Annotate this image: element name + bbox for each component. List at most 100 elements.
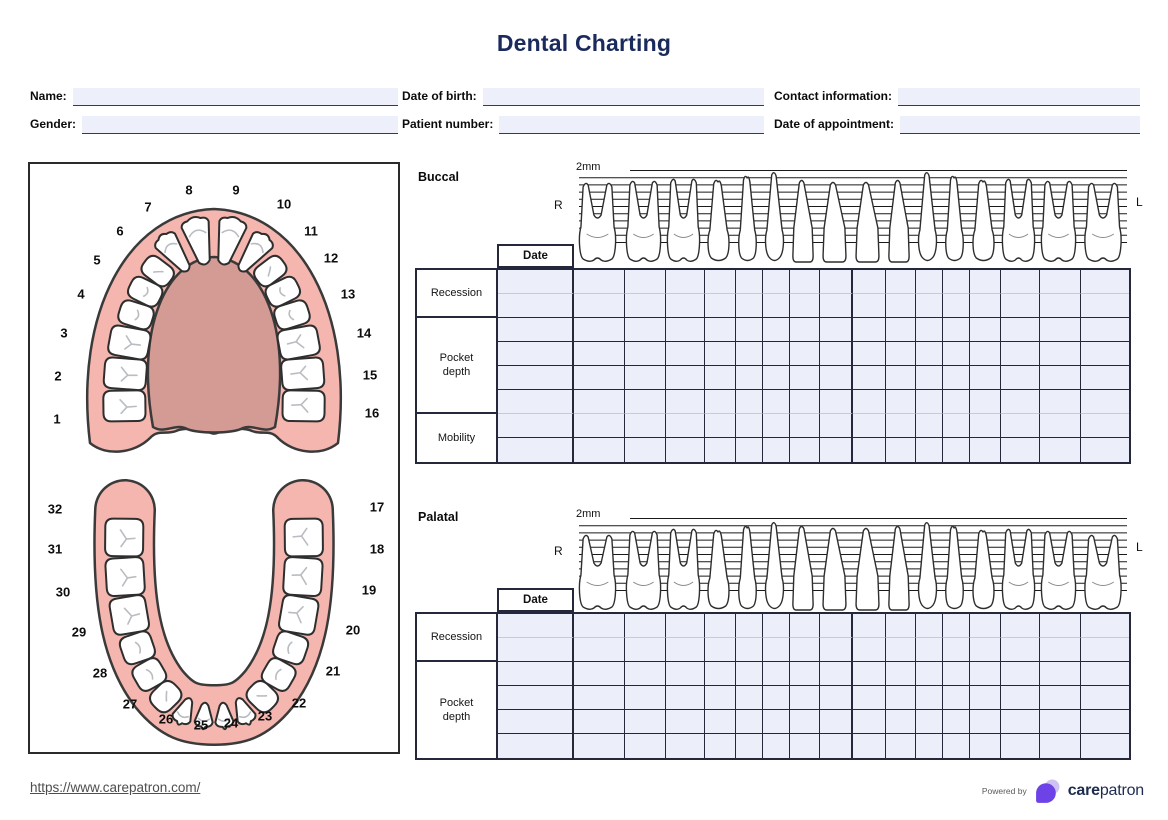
chart-cell[interactable]: [574, 662, 625, 686]
chart-cell[interactable]: [736, 638, 763, 662]
chart-cell[interactable]: [820, 294, 853, 318]
chart-cell[interactable]: [853, 390, 886, 414]
chart-cell[interactable]: [625, 294, 666, 318]
chart-cell[interactable]: [853, 270, 886, 294]
chart-cell[interactable]: [705, 614, 736, 638]
chart-cell[interactable]: [1040, 662, 1081, 686]
chart-cell[interactable]: [1040, 414, 1081, 438]
chart-cell[interactable]: [625, 438, 666, 462]
chart-cell[interactable]: [736, 414, 763, 438]
chart-cell[interactable]: [970, 734, 1001, 758]
chart-cell[interactable]: [574, 710, 625, 734]
chart-cell[interactable]: [1040, 294, 1081, 318]
chart-cell[interactable]: [666, 638, 705, 662]
chart-cell[interactable]: [820, 710, 853, 734]
chart-cell[interactable]: [790, 390, 820, 414]
chart-cell[interactable]: [886, 710, 916, 734]
chart-cell[interactable]: [1081, 270, 1129, 294]
chart-cell[interactable]: [790, 294, 820, 318]
chart-cell[interactable]: [970, 390, 1001, 414]
chart-cell[interactable]: [1081, 662, 1129, 686]
chart-cell[interactable]: [790, 438, 820, 462]
chart-cell[interactable]: [820, 342, 853, 366]
date-of-appointment-input[interactable]: [900, 116, 1140, 134]
chart-cell[interactable]: [886, 366, 916, 390]
chart-cell[interactable]: [916, 294, 943, 318]
chart-cell[interactable]: [763, 662, 790, 686]
chart-cell[interactable]: [705, 342, 736, 366]
chart-cell[interactable]: [853, 414, 886, 438]
chart-cell[interactable]: [574, 686, 625, 710]
chart-cell[interactable]: [574, 438, 625, 462]
chart-cell[interactable]: [820, 638, 853, 662]
chart-cell[interactable]: [736, 662, 763, 686]
chart-cell[interactable]: [736, 710, 763, 734]
chart-cell[interactable]: [666, 414, 705, 438]
chart-cell[interactable]: [625, 686, 666, 710]
chart-cell[interactable]: [763, 686, 790, 710]
date-of-birth-input[interactable]: [482, 88, 764, 106]
carepatron-link[interactable]: https://www.carepatron.com/: [30, 780, 201, 795]
chart-cell[interactable]: [790, 614, 820, 638]
chart-cell[interactable]: [853, 686, 886, 710]
chart-cell[interactable]: [820, 318, 853, 342]
chart-cell[interactable]: [1081, 734, 1129, 758]
chart-cell[interactable]: [1001, 390, 1040, 414]
chart-cell[interactable]: [853, 614, 886, 638]
chart-cell[interactable]: [498, 438, 574, 462]
chart-cell[interactable]: [970, 710, 1001, 734]
chart-cell[interactable]: [574, 734, 625, 758]
chart-cell[interactable]: [970, 318, 1001, 342]
chart-cell[interactable]: [886, 270, 916, 294]
chart-cell[interactable]: [853, 342, 886, 366]
chart-cell[interactable]: [943, 614, 970, 638]
chart-cell[interactable]: [916, 614, 943, 638]
chart-cell[interactable]: [790, 414, 820, 438]
chart-cell[interactable]: [763, 270, 790, 294]
chart-cell[interactable]: [1081, 710, 1129, 734]
chart-cell[interactable]: [763, 294, 790, 318]
chart-cell[interactable]: [498, 638, 574, 662]
chart-cell[interactable]: [574, 390, 625, 414]
chart-cell[interactable]: [1081, 414, 1129, 438]
chart-cell[interactable]: [886, 390, 916, 414]
chart-cell[interactable]: [763, 710, 790, 734]
chart-cell[interactable]: [705, 710, 736, 734]
chart-cell[interactable]: [886, 342, 916, 366]
chart-cell[interactable]: [574, 294, 625, 318]
chart-cell[interactable]: [1081, 390, 1129, 414]
chart-cell[interactable]: [736, 686, 763, 710]
chart-cell[interactable]: [970, 294, 1001, 318]
chart-cell[interactable]: [943, 366, 970, 390]
chart-cell[interactable]: [916, 414, 943, 438]
chart-cell[interactable]: [886, 686, 916, 710]
chart-cell[interactable]: [666, 294, 705, 318]
chart-cell[interactable]: [736, 318, 763, 342]
chart-cell[interactable]: [705, 662, 736, 686]
chart-cell[interactable]: [666, 390, 705, 414]
chart-cell[interactable]: [1001, 662, 1040, 686]
chart-cell[interactable]: [736, 294, 763, 318]
name-input[interactable]: [72, 88, 398, 106]
chart-cell[interactable]: [943, 710, 970, 734]
chart-cell[interactable]: [625, 414, 666, 438]
chart-cell[interactable]: [666, 366, 705, 390]
chart-cell[interactable]: [705, 686, 736, 710]
chart-cell[interactable]: [574, 638, 625, 662]
chart-cell[interactable]: [763, 366, 790, 390]
chart-cell[interactable]: [790, 366, 820, 390]
chart-cell[interactable]: [916, 710, 943, 734]
chart-cell[interactable]: [498, 270, 574, 294]
chart-cell[interactable]: [820, 662, 853, 686]
chart-cell[interactable]: [1081, 614, 1129, 638]
chart-cell[interactable]: [853, 710, 886, 734]
chart-cell[interactable]: [705, 438, 736, 462]
chart-cell[interactable]: [498, 662, 574, 686]
chart-cell[interactable]: [853, 438, 886, 462]
chart-cell[interactable]: [666, 438, 705, 462]
chart-cell[interactable]: [705, 734, 736, 758]
chart-cell[interactable]: [1040, 390, 1081, 414]
chart-cell[interactable]: [1081, 294, 1129, 318]
chart-cell[interactable]: [574, 366, 625, 390]
chart-cell[interactable]: [790, 270, 820, 294]
